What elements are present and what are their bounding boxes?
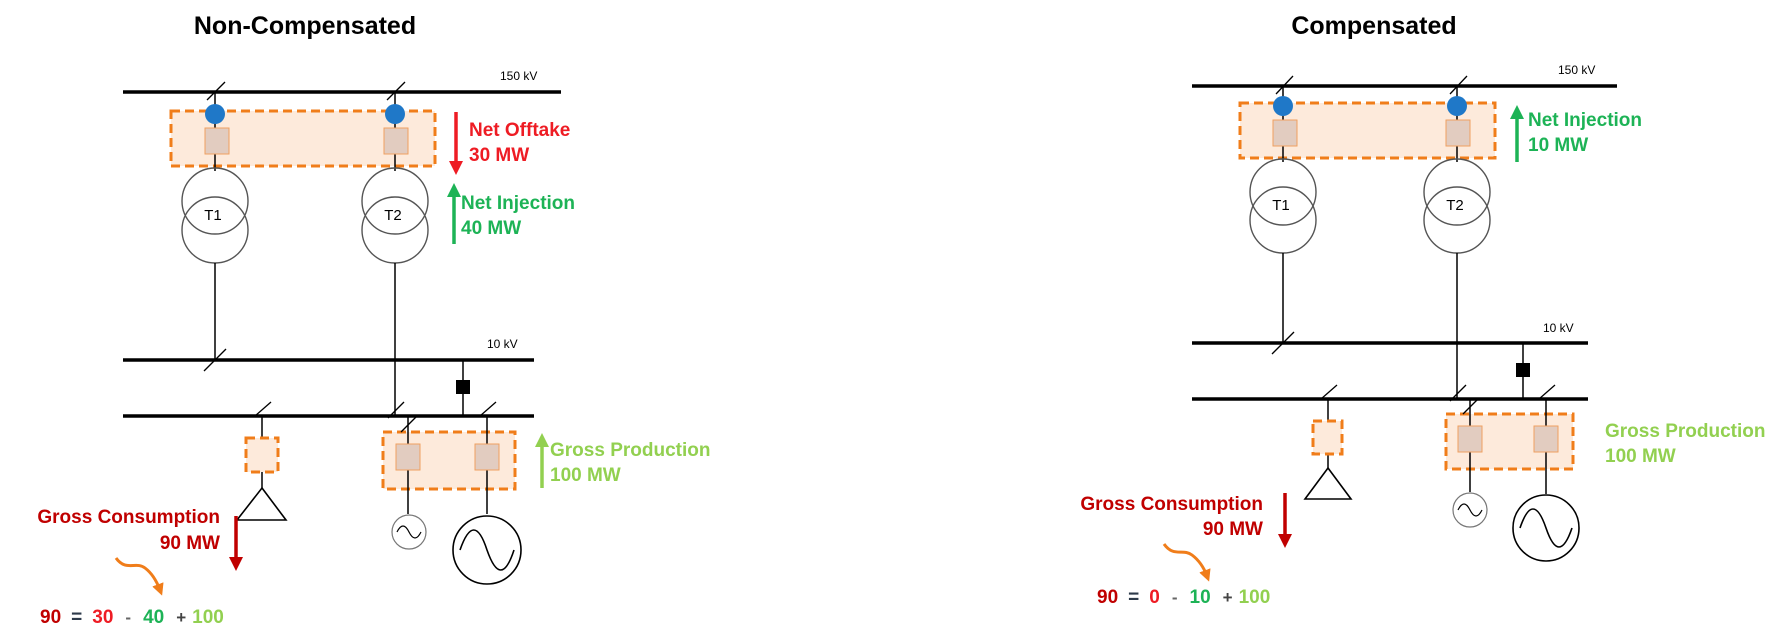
net-injection-value: 10 MW — [1528, 135, 1588, 156]
t1-winding-primary — [181, 167, 249, 235]
net-injection-label: Net Injection — [1528, 110, 1642, 131]
panel-title: Non-Compensated — [194, 12, 416, 40]
curved-arrow-icon — [1162, 543, 1211, 582]
t1-hv-tick — [206, 81, 226, 101]
meter-box — [204, 127, 230, 155]
load-meter-zone — [244, 436, 280, 474]
meter-box — [1533, 425, 1559, 453]
t1-hv-tick — [1275, 75, 1294, 95]
load-icon — [1303, 466, 1353, 500]
sine-icon — [1457, 503, 1483, 517]
panel-compensated: Compensated 150 kV T1 T2 10 kV — [1080, 12, 1765, 608]
gross-production-value: 100 MW — [550, 465, 621, 486]
eq-minus: - — [1172, 588, 1178, 607]
eq-equals: = — [71, 607, 82, 628]
eq-total: 90 — [1097, 587, 1118, 608]
transformer-label-t2: T2 — [1446, 197, 1464, 214]
hv-bus-label: 150 kV — [500, 69, 537, 83]
net-offtake-value: 30 MW — [469, 145, 529, 166]
panel-non-compensated: Non-Compensated 150 kV T1 T2 10 kV — [37, 12, 710, 628]
load-tick — [254, 401, 272, 417]
meter-dot — [1447, 96, 1467, 116]
t2-hv-tick — [386, 81, 406, 101]
gross-production-value: 100 MW — [1605, 446, 1676, 467]
load-tick — [1320, 384, 1338, 400]
meter-box — [395, 443, 421, 471]
gen1-tick — [400, 415, 418, 433]
gross-production-label: Gross Production — [550, 440, 710, 461]
balance-equation: 90 = 0 - 10 + 100 — [1097, 587, 1270, 608]
eq-minus: - — [125, 608, 131, 627]
bus-coupler-breaker — [1516, 363, 1530, 377]
gen2-tick — [479, 401, 497, 417]
meter-dot — [1273, 96, 1293, 116]
gross-production-label: Gross Production — [1605, 421, 1765, 442]
mv-bus-label: 10 kV — [487, 337, 518, 351]
meter-box — [1445, 119, 1471, 147]
eq-production: 100 — [192, 607, 224, 628]
eq-injection: 10 — [1190, 587, 1211, 608]
sine-icon — [459, 529, 515, 571]
panel-title: Compensated — [1291, 12, 1456, 40]
meter-dot — [385, 104, 405, 124]
load-icon — [235, 486, 288, 521]
gen2-tick — [1538, 384, 1556, 400]
eq-offtake: 0 — [1149, 587, 1160, 608]
meter-box — [474, 443, 500, 471]
meter-box — [1272, 119, 1298, 147]
curved-arrow-icon — [114, 557, 164, 596]
eq-production: 100 — [1239, 587, 1271, 608]
eq-plus: + — [1223, 588, 1233, 607]
load-meter-zone — [1311, 419, 1344, 456]
t2-winding-primary — [361, 167, 429, 235]
mv-bus-label: 10 kV — [1543, 321, 1574, 335]
gen1-tick — [1462, 397, 1480, 415]
sine-icon — [396, 525, 422, 539]
gross-consumption-value: 90 MW — [160, 533, 220, 554]
t2-winding-primary — [1423, 158, 1491, 226]
hv-bus-label: 150 kV — [1558, 63, 1595, 77]
eq-plus: + — [176, 608, 186, 627]
eq-equals: = — [1128, 587, 1139, 608]
gross-consumption-label: Gross Consumption — [37, 507, 220, 528]
transformer-label-t1: T1 — [1272, 197, 1290, 214]
t2-hv-tick — [1449, 75, 1468, 95]
transformer-label-t1: T1 — [204, 207, 222, 224]
meter-box — [383, 127, 409, 155]
eq-total: 90 — [40, 607, 61, 628]
eq-offtake: 30 — [92, 607, 113, 628]
balance-equation: 90 = 30 - 40 + 100 — [40, 607, 224, 628]
gross-consumption-label: Gross Consumption — [1080, 494, 1263, 515]
gross-consumption-value: 90 MW — [1203, 519, 1263, 540]
meter-box — [1457, 425, 1483, 453]
transformer-label-t2: T2 — [384, 207, 402, 224]
sine-icon — [1519, 508, 1573, 548]
eq-injection: 40 — [143, 607, 164, 628]
net-injection-value: 40 MW — [461, 218, 521, 239]
meter-dot — [205, 104, 225, 124]
net-injection-label: Net Injection — [461, 193, 575, 214]
bus-coupler-breaker — [456, 380, 470, 394]
t1-winding-primary — [1249, 158, 1317, 226]
net-offtake-label: Net Offtake — [469, 120, 570, 141]
